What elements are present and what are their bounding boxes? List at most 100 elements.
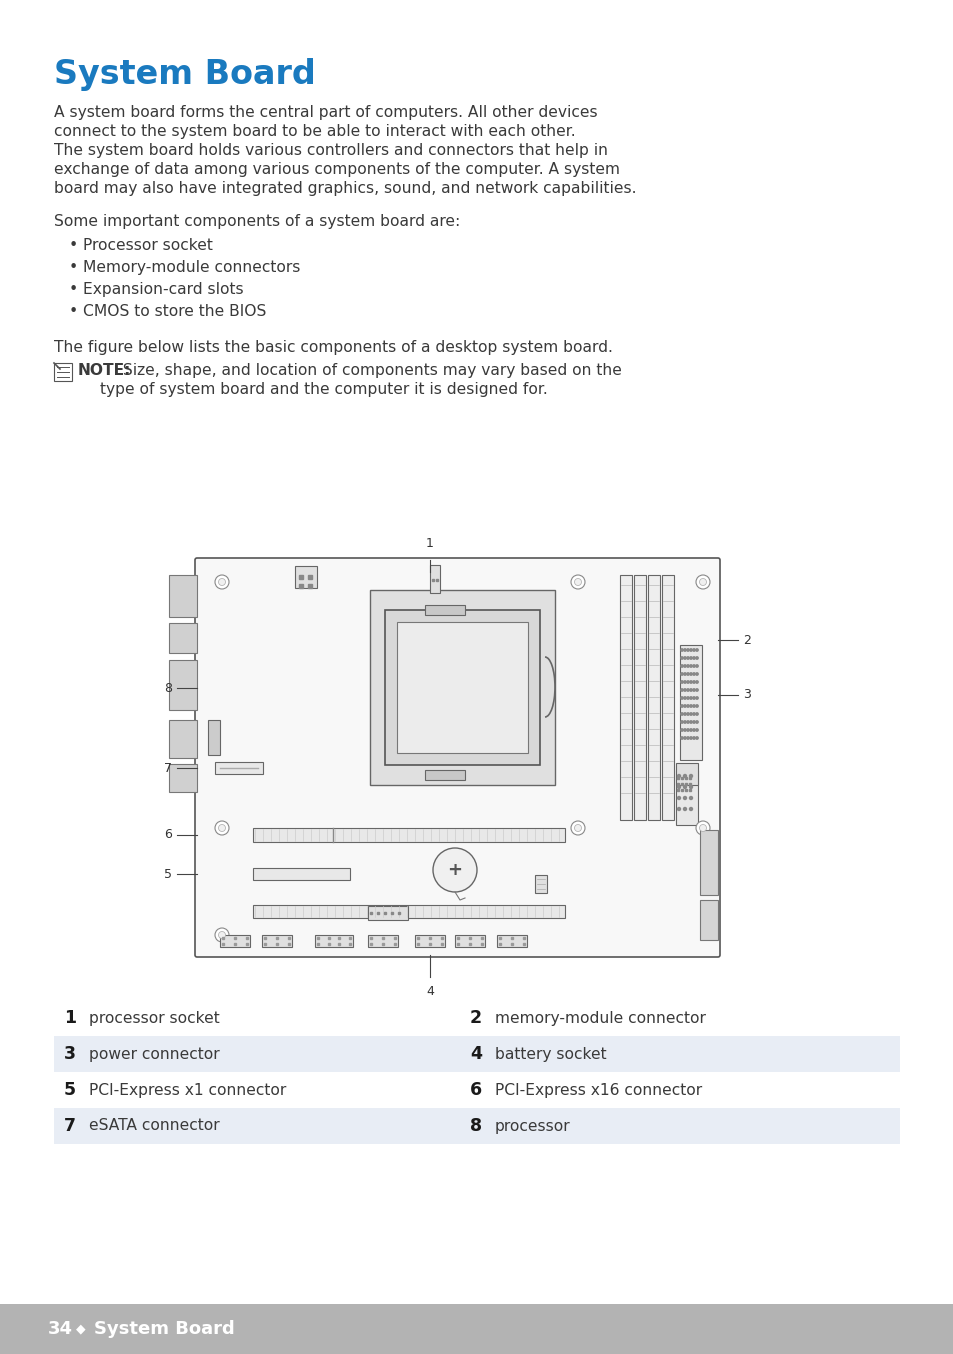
Text: eSATA connector: eSATA connector [89, 1118, 219, 1133]
Bar [54, 1036, 899, 1072]
Circle shape [680, 705, 682, 707]
Text: •: • [69, 238, 78, 253]
Bar [455, 936, 484, 946]
Circle shape [689, 697, 692, 699]
Circle shape [692, 657, 695, 659]
Circle shape [695, 657, 698, 659]
Bar [169, 575, 196, 617]
Circle shape [695, 705, 698, 707]
Text: PCI-Express x16 connector: PCI-Express x16 connector [495, 1082, 701, 1098]
Circle shape [677, 807, 679, 811]
Bar [661, 575, 673, 821]
Text: 34: 34 [48, 1320, 73, 1338]
Circle shape [692, 737, 695, 739]
Text: type of system board and the computer it is designed for.: type of system board and the computer it… [100, 382, 547, 397]
Circle shape [699, 825, 706, 831]
Circle shape [689, 807, 692, 811]
Text: 4: 4 [470, 1045, 481, 1063]
Circle shape [680, 689, 682, 691]
Bar [676, 770, 698, 825]
Circle shape [683, 705, 685, 707]
Circle shape [696, 575, 709, 589]
Circle shape [677, 785, 679, 788]
Bar [679, 645, 701, 760]
Bar [54, 1108, 899, 1144]
Circle shape [683, 649, 685, 651]
Text: battery socket: battery socket [495, 1047, 606, 1062]
Circle shape [571, 575, 584, 589]
Circle shape [682, 774, 686, 777]
Circle shape [683, 665, 685, 668]
Text: •: • [69, 282, 78, 297]
Circle shape [680, 697, 682, 699]
Circle shape [689, 681, 692, 684]
Circle shape [683, 697, 685, 699]
Bar [676, 764, 698, 785]
Text: •: • [69, 260, 78, 275]
Circle shape [686, 705, 688, 707]
Circle shape [689, 689, 692, 691]
Circle shape [686, 720, 688, 723]
Circle shape [682, 785, 686, 788]
Circle shape [218, 932, 225, 938]
Text: A system board forms the central part of computers. All other devices: A system board forms the central part of… [54, 106, 597, 121]
Text: power connector: power connector [89, 1047, 219, 1062]
Text: 7: 7 [64, 1117, 76, 1135]
Circle shape [574, 578, 581, 585]
Bar [535, 875, 546, 894]
Text: The figure below lists the basic components of a desktop system board.: The figure below lists the basic compone… [54, 340, 612, 355]
Bar [169, 720, 196, 758]
Bar [619, 575, 631, 821]
Circle shape [680, 665, 682, 668]
Circle shape [689, 665, 692, 668]
Text: ◆: ◆ [76, 1323, 86, 1335]
Text: CMOS to store the BIOS: CMOS to store the BIOS [83, 305, 266, 320]
Circle shape [680, 673, 682, 676]
Bar [424, 605, 464, 615]
Text: exchange of data among various components of the computer. A system: exchange of data among various component… [54, 162, 619, 177]
Circle shape [680, 712, 682, 715]
Circle shape [218, 578, 225, 585]
Text: •: • [69, 305, 78, 320]
Text: processor: processor [495, 1118, 570, 1133]
Circle shape [692, 712, 695, 715]
Bar [497, 936, 526, 946]
Circle shape [696, 821, 709, 835]
Text: memory-module connector: memory-module connector [495, 1010, 705, 1025]
Text: 3: 3 [64, 1045, 76, 1063]
Circle shape [686, 697, 688, 699]
Bar [647, 575, 659, 821]
Bar [700, 900, 718, 940]
Bar [253, 829, 564, 842]
Circle shape [683, 737, 685, 739]
Bar [424, 770, 464, 780]
Circle shape [680, 657, 682, 659]
Circle shape [571, 821, 584, 835]
Text: 2: 2 [470, 1009, 481, 1026]
Circle shape [692, 673, 695, 676]
Circle shape [683, 720, 685, 723]
Circle shape [689, 737, 692, 739]
Text: 6: 6 [164, 829, 172, 841]
Circle shape [682, 807, 686, 811]
Bar [220, 936, 250, 946]
Circle shape [692, 728, 695, 731]
FancyBboxPatch shape [194, 558, 720, 957]
Text: The system board holds various controllers and connectors that help in: The system board holds various controlle… [54, 144, 607, 158]
Circle shape [686, 728, 688, 731]
Circle shape [686, 737, 688, 739]
Circle shape [683, 673, 685, 676]
Text: 2: 2 [742, 634, 750, 646]
Circle shape [695, 720, 698, 723]
Circle shape [695, 737, 698, 739]
Text: 7: 7 [164, 761, 172, 774]
Circle shape [686, 712, 688, 715]
Circle shape [692, 649, 695, 651]
Circle shape [683, 689, 685, 691]
Text: board may also have integrated graphics, sound, and network capabilities.: board may also have integrated graphics,… [54, 181, 636, 196]
Circle shape [214, 927, 229, 942]
Circle shape [695, 665, 698, 668]
Circle shape [689, 673, 692, 676]
Circle shape [689, 705, 692, 707]
Text: PCI-Express x1 connector: PCI-Express x1 connector [89, 1082, 286, 1098]
